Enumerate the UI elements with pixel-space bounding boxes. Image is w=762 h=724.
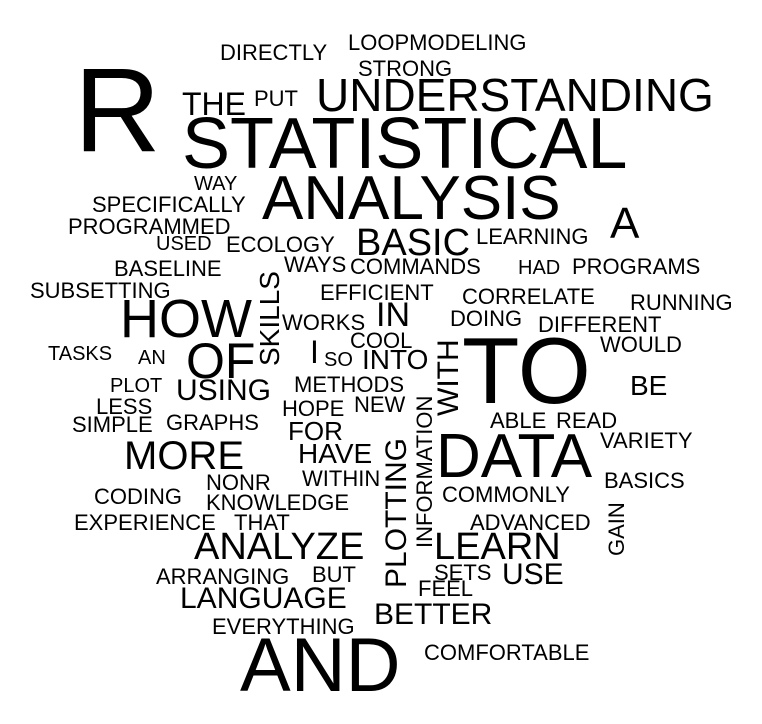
word-learn: LEARN (434, 526, 561, 568)
word-strong: STRONG (358, 56, 453, 81)
word-tasks: TASKS (48, 343, 113, 365)
word-arranging: ARRANGING (156, 564, 290, 589)
word-way: WAY (194, 173, 238, 195)
word-to: TO (462, 318, 591, 423)
word-sets: SETS (434, 560, 492, 585)
word-nonr: NONR (206, 470, 271, 495)
word-directly: DIRECTLY (220, 40, 328, 65)
word-correlate: CORRELATE (462, 284, 595, 309)
word-graphs: GRAPHS (166, 410, 259, 435)
word-methods: METHODS (294, 372, 404, 397)
word-in: IN (376, 296, 410, 334)
word-baseline: BASELINE (114, 256, 222, 281)
word-able: ABLE (490, 408, 547, 433)
word-better: BETTER (374, 598, 493, 631)
word-with: WITH (432, 339, 465, 416)
word-i: I (310, 334, 319, 370)
word-language: LANGUAGE (180, 582, 347, 615)
word-a: A (610, 199, 640, 248)
word-basics: BASICS (604, 468, 685, 493)
word-everything: EVERYTHING (212, 614, 355, 639)
word-within: WITHIN (302, 466, 381, 491)
word-more: MORE (124, 434, 244, 478)
word-experience: EXPERIENCE (74, 510, 216, 535)
word-but: BUT (312, 562, 356, 587)
word-have: HAVE (298, 438, 373, 469)
word-different: DIFFERENT (538, 312, 662, 337)
word-data: DATA (436, 422, 593, 491)
word-basic: BASIC (356, 222, 471, 264)
word-gain: GAIN (604, 502, 629, 556)
word-statistical: STATISTICAL (182, 104, 628, 184)
word-learning: LEARNING (476, 224, 589, 249)
word-understanding: UNDERSTANDING (316, 69, 714, 121)
word-analyze: ANALYZE (194, 526, 365, 568)
word-the: THE (182, 86, 246, 122)
word-of: OF (186, 333, 256, 389)
word-coding: CODING (94, 484, 182, 509)
word-analysis: ANALYSIS (262, 164, 561, 233)
word-skills: SKILLS (254, 271, 285, 366)
word-read: READ (556, 408, 618, 433)
word-an: AN (138, 347, 166, 369)
word-ways: WAYS (284, 252, 347, 277)
word-had: HAD (518, 257, 561, 279)
word-programs: PROGRAMS (572, 254, 701, 279)
word-knowledge: KNOWLEDGE (206, 490, 350, 515)
word-commands: COMMANDS (350, 254, 481, 279)
word-specifically: SPECIFICALLY (92, 192, 246, 217)
word-using: USING (176, 374, 272, 407)
word-programmed: PROGRAMMED (68, 214, 231, 239)
word-plot: PLOT (110, 375, 163, 397)
word-feel: FEEL (418, 576, 474, 601)
word-efficient: EFFICIENT (320, 280, 434, 305)
word-comfortable: COMFORTABLE (424, 640, 590, 665)
word-so: SO (324, 349, 353, 371)
word-commonly: COMMONLY (442, 482, 570, 507)
word-for: FOR (288, 416, 343, 446)
word-that: THAT (234, 510, 290, 535)
word-cool: COOL (350, 328, 413, 353)
word-and: AND (240, 623, 401, 708)
word-plotting: PLOTTING (380, 437, 413, 588)
word-new: NEW (354, 392, 406, 417)
word-loopmodeling: LOOPMODELING (348, 30, 527, 55)
word-put: PUT (254, 86, 298, 111)
word-doing: DOING (450, 306, 523, 331)
word-would: WOULD (600, 332, 682, 357)
word-information: INFORMATION (412, 395, 437, 548)
word-simple: SIMPLE (72, 412, 153, 437)
word-running: RUNNING (630, 290, 733, 315)
word-works: WORKS (282, 310, 366, 335)
word-into: INTO (362, 344, 429, 375)
word-subsetting: SUBSETTING (30, 278, 171, 303)
word-use: USE (502, 558, 564, 591)
word-how: HOW (120, 289, 252, 349)
word-be: BE (630, 370, 668, 401)
word-variety: VARIETY (600, 428, 693, 453)
word-used: USED (156, 233, 212, 255)
word-ecology: ECOLOGY (226, 232, 335, 257)
word-advanced: ADVANCED (470, 510, 591, 535)
word-hope: HOPE (282, 396, 345, 421)
word-r: R (74, 43, 161, 177)
word-less: LESS (96, 394, 153, 419)
